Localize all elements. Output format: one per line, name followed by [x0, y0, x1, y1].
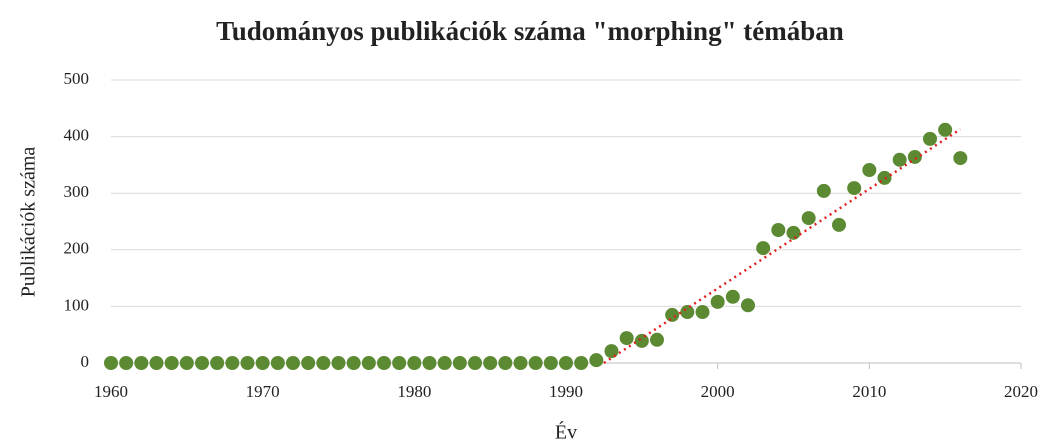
point [286, 356, 300, 370]
point [847, 181, 862, 196]
point [650, 332, 664, 347]
point [361, 356, 376, 370]
point [422, 356, 437, 370]
point [164, 356, 179, 370]
point [483, 356, 498, 370]
point [452, 356, 467, 370]
point [710, 294, 725, 309]
point [907, 149, 922, 164]
point [862, 162, 877, 177]
point [923, 131, 937, 146]
x-axis-label: Év [555, 421, 577, 444]
point [210, 356, 225, 370]
point [634, 333, 649, 348]
point [832, 217, 846, 232]
x-tick-label: 2010 [852, 382, 886, 401]
x-tick-label: 1970 [246, 382, 280, 401]
point [316, 356, 331, 370]
point [498, 356, 513, 370]
point [543, 356, 558, 370]
point [574, 356, 589, 370]
y-tick-label: 100 [64, 295, 90, 314]
point [179, 356, 194, 370]
point [270, 356, 285, 370]
point [756, 241, 771, 256]
point [559, 356, 573, 370]
point [225, 356, 240, 370]
point [437, 356, 452, 370]
point [392, 356, 407, 370]
point [786, 225, 801, 240]
y-tick-label: 300 [64, 182, 90, 201]
point [695, 305, 710, 320]
point [528, 356, 543, 370]
x-tick-label: 1980 [397, 382, 431, 401]
point [119, 356, 134, 370]
chart-title: Tudományos publikációk száma "morphing" … [216, 16, 844, 46]
point [346, 356, 361, 370]
point [134, 356, 149, 370]
y-axis-label: Publikációk száma [18, 147, 40, 298]
trendline [603, 128, 962, 365]
x-tick-label: 2020 [1004, 382, 1038, 401]
point [953, 151, 968, 166]
y-tick-label: 200 [64, 239, 90, 258]
point [513, 356, 528, 370]
point [604, 344, 619, 359]
y-tick-label: 500 [64, 69, 90, 88]
point [104, 356, 118, 370]
point [195, 356, 209, 370]
point [589, 353, 604, 368]
point [665, 307, 680, 322]
point [816, 183, 831, 198]
point [331, 356, 346, 370]
x-tick-label: 1990 [549, 382, 583, 401]
point [468, 356, 482, 370]
point [377, 356, 391, 370]
point [680, 305, 695, 320]
point [149, 356, 164, 370]
point [938, 122, 953, 137]
point [407, 356, 422, 370]
point [892, 152, 907, 167]
point [301, 356, 316, 370]
point [771, 222, 786, 237]
point [619, 331, 634, 346]
point [741, 298, 755, 313]
point [255, 356, 270, 370]
x-tick-label: 2000 [701, 382, 735, 401]
point [801, 211, 816, 226]
point [725, 289, 740, 304]
y-tick-label: 0 [81, 352, 90, 371]
point [240, 356, 255, 370]
y-tick-label: 400 [64, 126, 90, 145]
x-tick-label: 1960 [94, 382, 128, 401]
